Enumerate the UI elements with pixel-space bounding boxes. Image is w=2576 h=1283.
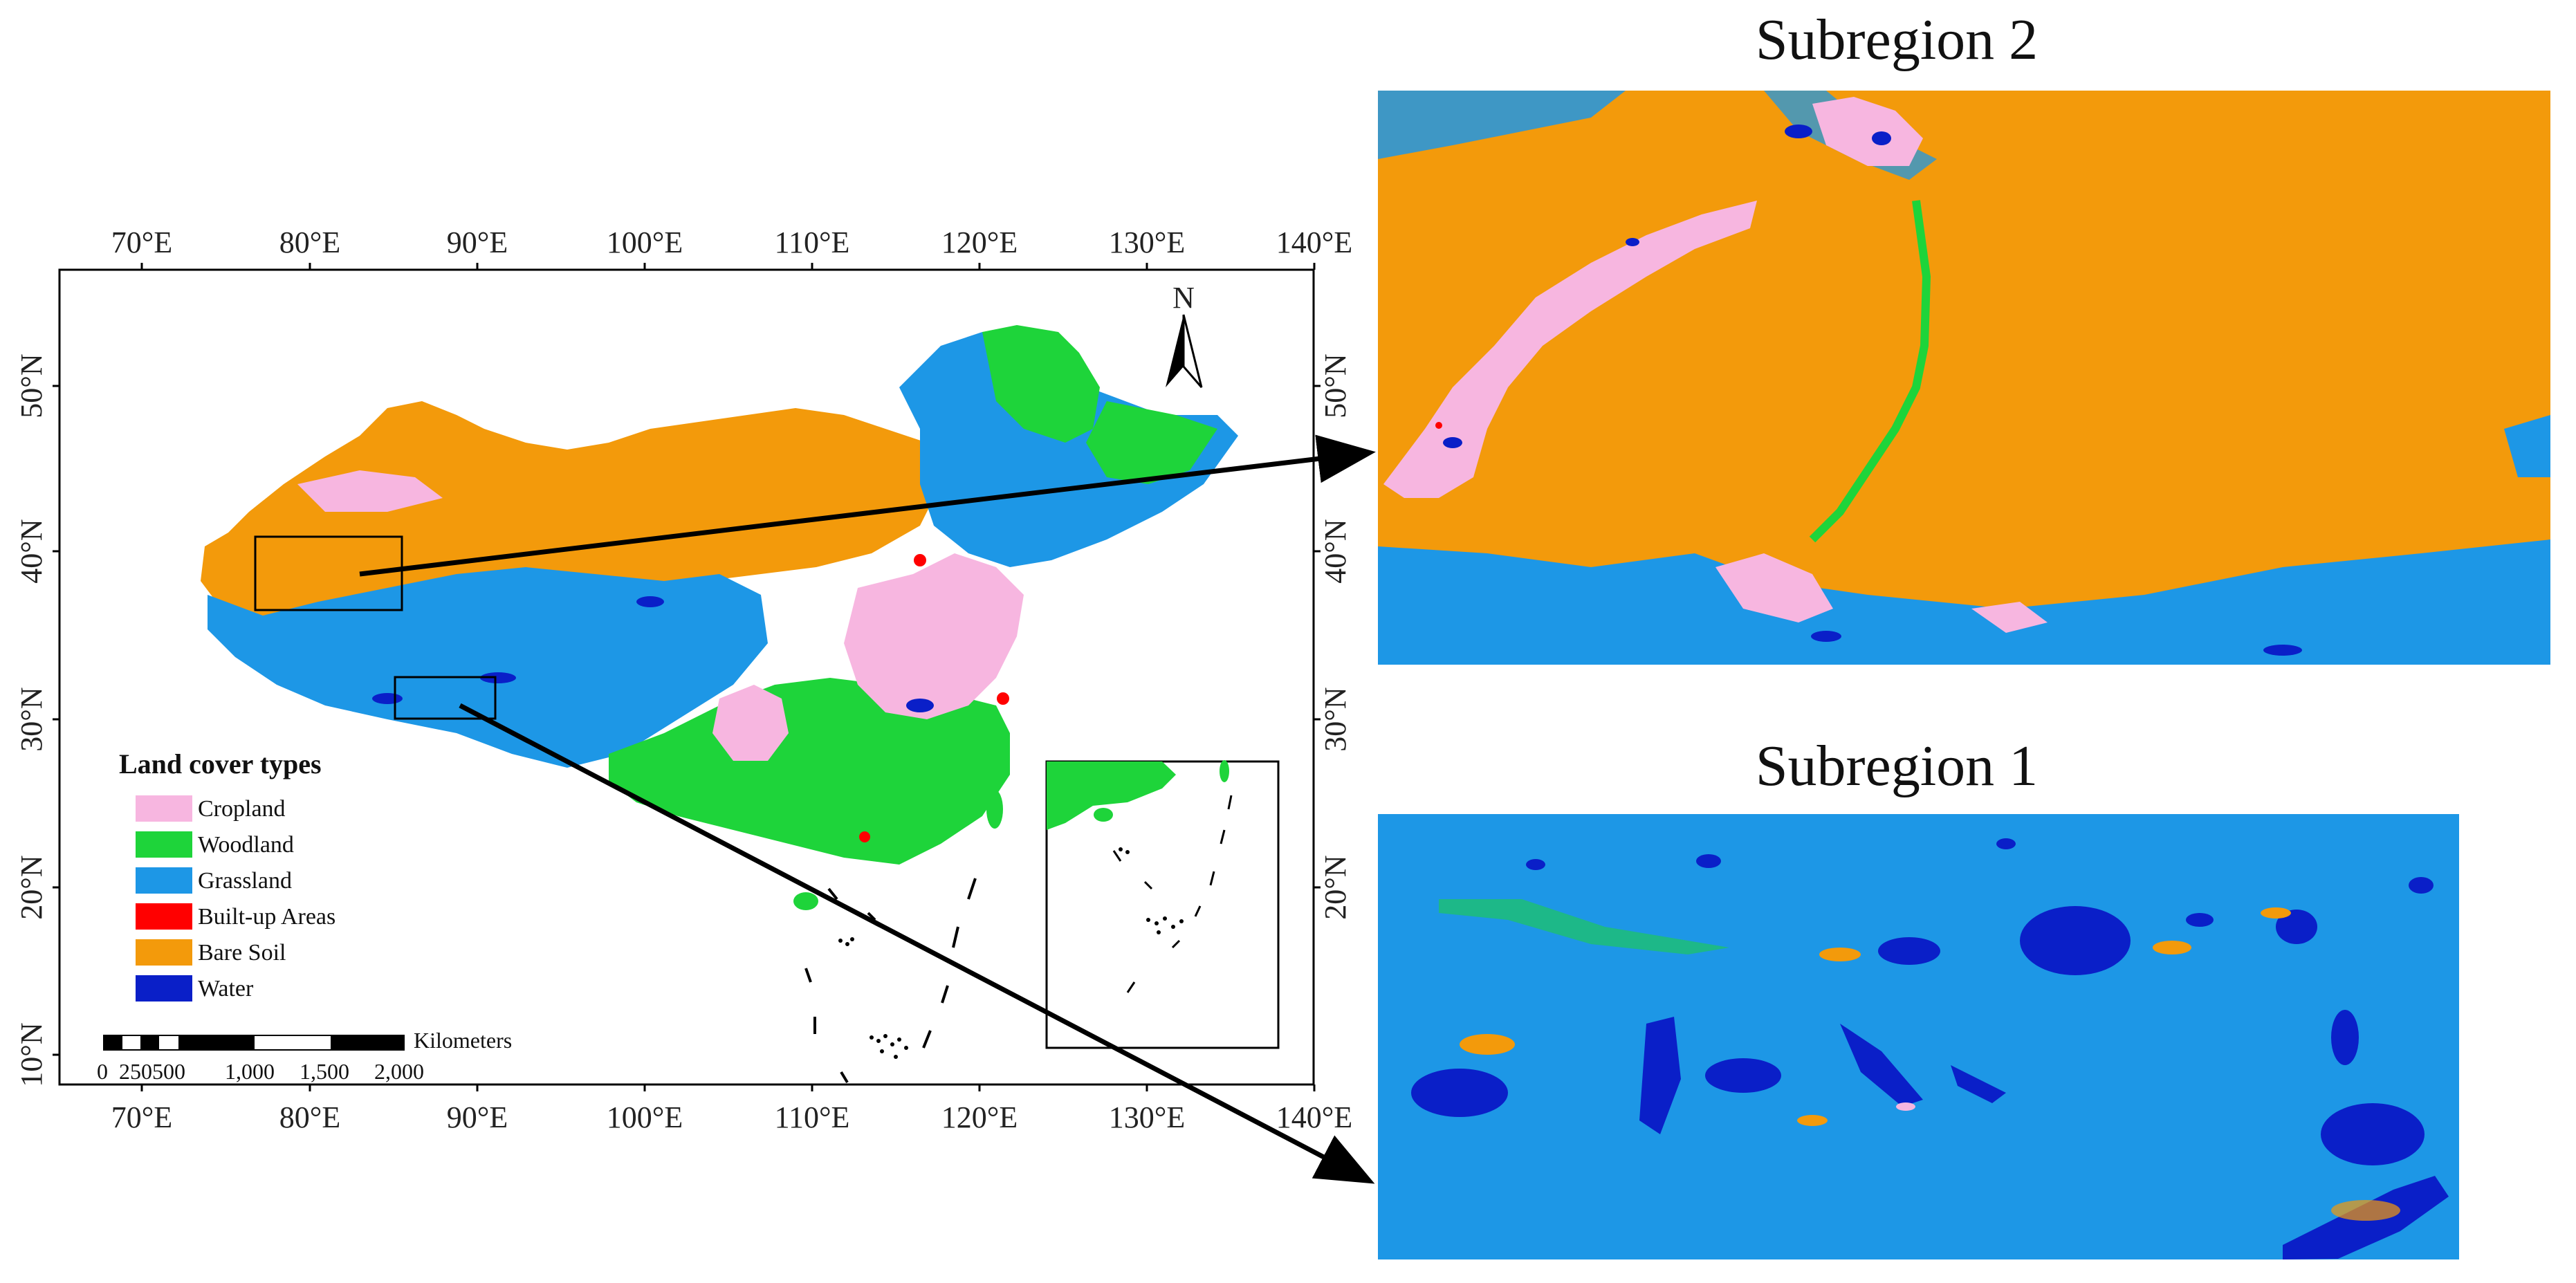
grassland-region (208, 567, 768, 768)
legend-title: Land cover types (119, 748, 322, 779)
island-taiwan (986, 790, 1003, 829)
water-tibet-2 (480, 672, 516, 683)
scale-label-1: 250500 (119, 1059, 185, 1084)
scale-bar: Kilometers 0 250500 1,000 1,500 2,000 (97, 1028, 512, 1084)
subregion-2-box (254, 535, 403, 611)
top-lon-label: 140°E (1276, 225, 1352, 259)
south-china-sea-islands (838, 937, 908, 1059)
scale-label-2: 1,000 (225, 1059, 275, 1084)
bottom-lon-label: 120°E (941, 1100, 1018, 1134)
subregion-1-box (394, 676, 497, 720)
cropland-east (844, 553, 1024, 719)
right-lat-label: 20°N (1318, 855, 1352, 919)
water-qinghai (636, 596, 664, 607)
subregion-2-panel: Subregion 2 (1378, 8, 2550, 665)
left-lat-label: 10°N (15, 1022, 48, 1087)
woodland-northeast (982, 325, 1100, 443)
legend-label-5: Water (198, 976, 254, 1002)
right-lat-label: 40°N (1318, 519, 1352, 583)
island-hainan (793, 892, 818, 910)
scale-label-3: 1,500 (300, 1059, 349, 1084)
legend-swatch-2 (136, 867, 192, 894)
builtup-guangzhou (859, 831, 870, 842)
bottom-lon-label: 80°E (279, 1100, 340, 1134)
legend-label-4: Bare Soil (198, 940, 286, 966)
legend-label-2: Grassland (198, 868, 292, 894)
cropland-sichuan (712, 685, 789, 761)
top-lon-label: 70°E (111, 225, 172, 259)
north-arrow-icon: N (1166, 281, 1203, 388)
subregion-2-title: Subregion 2 (1756, 8, 2038, 72)
left-lat-label: 30°N (15, 687, 48, 751)
south-china-sea-boundary (804, 878, 977, 1084)
subregion-1-title: Subregion 1 (1756, 734, 2038, 798)
cropland-xinjiang (297, 470, 443, 512)
legend-label-1: Woodland (198, 832, 294, 858)
left-lat-label: 50°N (15, 353, 48, 418)
legend-swatch-5 (136, 975, 192, 1002)
inset-map (1045, 760, 1280, 1049)
grassland-northeast (899, 332, 1238, 567)
bottom-lon-label: 70°E (111, 1100, 172, 1134)
legend-label-3: Built-up Areas (198, 904, 335, 930)
bottom-lon-label: 130°E (1109, 1100, 1185, 1134)
arrow-to-subregion-1 (459, 703, 1375, 1184)
top-lon-label: 100°E (607, 225, 683, 259)
bottom-lon-label: 140°E (1276, 1100, 1352, 1134)
builtup-shanghai (997, 692, 1009, 705)
top-lon-label: 110°E (775, 225, 850, 259)
builtup-beijing (914, 554, 926, 566)
baresoil-region (201, 401, 941, 622)
main-map: N Land cover types Cropland Woodland Grass… (15, 225, 1352, 1134)
left-lat-label: 20°N (15, 855, 48, 919)
legend-swatch-4 (136, 939, 192, 966)
legend-swatch-3 (136, 903, 192, 930)
top-lon-label: 120°E (941, 225, 1018, 259)
china-landcover (201, 325, 1238, 1084)
subregion-1-panel: Subregion 1 (1378, 734, 2459, 1259)
bottom-lon-label: 100°E (607, 1100, 683, 1134)
left-lat-label: 40°N (15, 519, 48, 583)
scale-label-0: 0 (97, 1059, 108, 1084)
legend-swatch-0 (136, 795, 192, 822)
right-lat-label: 30°N (1318, 687, 1352, 751)
top-lon-label: 80°E (279, 225, 340, 259)
legend-label-0: Cropland (198, 796, 286, 822)
axis-labels: 70°E 80°E 90°E 100°E 110°E 120°E 130°E 140°E 70°… (15, 225, 1352, 1134)
legend: Land cover types Cropland Woodland Grassla… (119, 748, 335, 1002)
arrow-to-subregion-2 (359, 434, 1376, 577)
woodland-south (609, 678, 1010, 865)
bottom-lon-label: 110°E (775, 1100, 850, 1134)
water-tibet-1 (372, 693, 403, 704)
legend-swatch-1 (136, 831, 192, 858)
top-lon-label: 130°E (1109, 225, 1185, 259)
scale-unit: Kilometers (414, 1028, 512, 1053)
right-lat-label: 50°N (1318, 353, 1352, 418)
woodland-northeast-2 (1086, 401, 1217, 484)
north-label: N (1172, 281, 1195, 315)
scale-label-4: 2,000 (374, 1059, 424, 1084)
top-lon-label: 90°E (447, 225, 508, 259)
water-yangtze (906, 699, 934, 712)
bottom-lon-label: 90°E (447, 1100, 508, 1134)
